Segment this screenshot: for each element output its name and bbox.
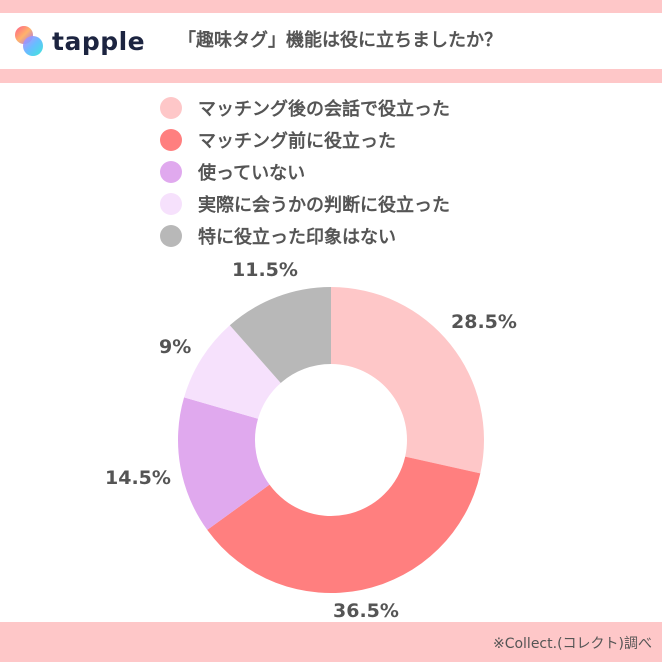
- tapple-logo: tapple: [14, 25, 145, 57]
- donut-slice-after-match: [331, 287, 485, 474]
- header: tapple 「趣味タグ」機能は役に立ちましたか？: [0, 13, 662, 69]
- legend-item: マッチング前に役立った: [160, 124, 450, 156]
- legend-label: 実際に会うかの判断に役立った: [198, 195, 450, 216]
- legend-swatch-icon: [160, 161, 182, 183]
- legend-item: 特に役立った印象はない: [160, 220, 450, 252]
- legend-swatch-icon: [160, 225, 182, 247]
- source-note: ※Collect.(コレクト)調べ: [492, 636, 652, 652]
- legend-item: 使っていない: [160, 156, 450, 188]
- legend-swatch-icon: [160, 97, 182, 119]
- slice-label-after-match: 28.5%: [451, 311, 517, 333]
- legend-item: 実際に会うかの判断に役立った: [160, 188, 450, 220]
- donut-slice-before-match: [207, 456, 481, 594]
- legend-label: マッチング後の会話で役立った: [198, 99, 450, 120]
- tapple-logo-icon: [14, 25, 44, 57]
- legend-item: マッチング後の会話で役立った: [160, 92, 450, 124]
- legend-label: マッチング前に役立った: [198, 131, 396, 152]
- header-bottom-band: [0, 69, 662, 83]
- legend-label: 使っていない: [198, 163, 306, 184]
- legend-swatch-icon: [160, 193, 182, 215]
- chart-title: 「趣味タグ」機能は役に立ちましたか？: [178, 30, 502, 51]
- donut-slice-not-used: [178, 397, 270, 530]
- donut-slice-meet-decision: [184, 325, 281, 419]
- donut-slice-no-impression: [229, 287, 331, 383]
- legend-swatch-icon: [160, 129, 182, 151]
- slice-label-before-match: 36.5%: [333, 600, 399, 622]
- footer-band: ※Collect.(コレクト)調べ: [0, 622, 662, 662]
- legend-label: 特に役立った印象はない: [198, 227, 396, 248]
- legend: マッチング後の会話で役立った マッチング前に役立った 使っていない 実際に会うか…: [160, 92, 450, 252]
- slice-label-not-used: 14.5%: [105, 467, 171, 489]
- logo-text: tapple: [52, 26, 146, 56]
- slice-label-meet-decision: 9%: [159, 336, 192, 358]
- slice-label-no-impression: 11.5%: [232, 259, 298, 281]
- top-band: [0, 0, 662, 13]
